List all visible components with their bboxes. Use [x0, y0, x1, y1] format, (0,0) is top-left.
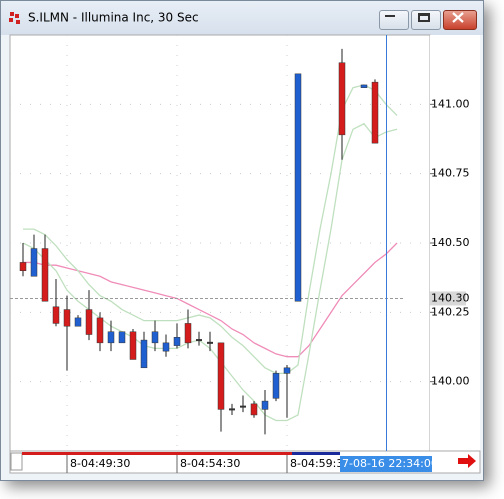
- candle-body: [371, 81, 379, 144]
- cursor-label: 7-08-16 22:34:00: [342, 457, 438, 470]
- candle-body: [250, 403, 258, 416]
- y-tick-label: 140.25: [431, 305, 470, 318]
- moving-average: [23, 242, 398, 358]
- candle-body: [184, 323, 192, 344]
- candle-body: [107, 331, 115, 344]
- scroll-track: [22, 452, 292, 455]
- y-tick-label: 140.00: [431, 375, 470, 388]
- x-tick-label: 8-04:59:30: [290, 457, 350, 470]
- scroll-button[interactable]: [10, 452, 23, 471]
- price-axis: [430, 35, 480, 451]
- candle-body: [118, 331, 126, 344]
- candle-body: [173, 337, 181, 346]
- candle-body: [217, 342, 225, 410]
- scroll-right-arrow[interactable]: [458, 454, 476, 468]
- candle-body: [30, 248, 38, 277]
- last-price-label: 140.30: [431, 291, 470, 304]
- candle-body: [129, 331, 137, 360]
- candle-body: [162, 342, 170, 352]
- candle-body: [338, 62, 346, 136]
- candle-body: [52, 306, 60, 324]
- candle-body: [283, 367, 291, 374]
- window-button-icons: [385, 13, 430, 22]
- candle-body: [294, 73, 302, 302]
- y-tick-label: 140.50: [431, 236, 470, 249]
- x-tick-label: 8-04:49:30: [70, 457, 130, 470]
- candle-body: [140, 339, 148, 369]
- candle-body: [41, 248, 49, 302]
- x-tick-label: 8-04:54:30: [180, 457, 240, 470]
- app-icon: [9, 12, 20, 24]
- window-title: S.ILMN - Illumina Inc, 30 Sec: [28, 11, 199, 25]
- candle-body: [19, 262, 27, 271]
- candle-body: [63, 309, 71, 327]
- cursor-box: [340, 456, 432, 472]
- last-price-box: [430, 291, 466, 306]
- scroll-thumb[interactable]: [292, 452, 340, 455]
- candle-body: [261, 400, 269, 410]
- candle-body: [96, 317, 104, 344]
- moving-average: [23, 84, 398, 374]
- y-tick-label: 141.00: [431, 97, 470, 110]
- candle-body: [85, 309, 93, 335]
- y-tick-label: 140.75: [431, 167, 470, 180]
- candle-body: [360, 84, 368, 88]
- candle-body: [74, 317, 82, 327]
- close-icon: [452, 12, 464, 23]
- candle-body: [272, 373, 280, 399]
- candle-body: [151, 331, 159, 344]
